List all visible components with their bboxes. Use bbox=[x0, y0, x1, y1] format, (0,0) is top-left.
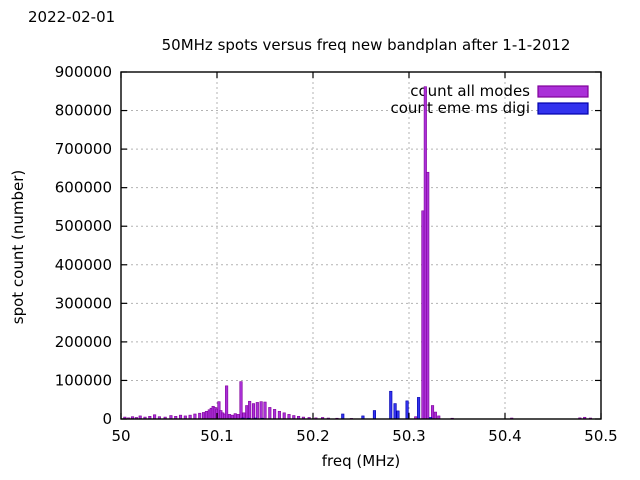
bar bbox=[405, 400, 409, 420]
y-tick-label: 300000 bbox=[55, 294, 112, 312]
bar bbox=[255, 402, 259, 420]
bar bbox=[233, 413, 237, 420]
bar bbox=[198, 412, 202, 420]
bar bbox=[251, 403, 256, 420]
y-tick-label: 600000 bbox=[55, 179, 112, 197]
bar bbox=[341, 413, 345, 420]
bar bbox=[239, 381, 243, 420]
bar bbox=[430, 405, 435, 420]
bar bbox=[372, 410, 376, 420]
bar bbox=[389, 390, 393, 420]
x-tick-label: 50.1 bbox=[200, 427, 233, 445]
bar bbox=[245, 405, 249, 420]
chart-title: 50MHz spots versus freq new bandplan aft… bbox=[161, 36, 571, 54]
x-tick-label: 50.4 bbox=[488, 427, 521, 445]
plot-frame bbox=[120, 71, 602, 420]
legend-swatch bbox=[537, 85, 589, 98]
bar bbox=[393, 403, 397, 420]
bar bbox=[268, 407, 272, 420]
legend-label: count all modes bbox=[410, 82, 530, 100]
bar bbox=[259, 401, 263, 420]
bar bbox=[282, 412, 286, 420]
bar bbox=[396, 410, 400, 420]
bar bbox=[204, 410, 208, 420]
bar bbox=[417, 397, 421, 420]
legend-swatch bbox=[537, 102, 589, 115]
bar bbox=[202, 412, 206, 420]
y-tick-label: 400000 bbox=[55, 256, 112, 274]
bar bbox=[277, 410, 281, 420]
x-tick-label: 50 bbox=[111, 427, 130, 445]
bar bbox=[426, 171, 430, 420]
legend-label: count eme ms digi bbox=[391, 99, 531, 117]
x-axis-label: freq (MHz) bbox=[321, 452, 401, 470]
y-tick-label: 800000 bbox=[55, 102, 112, 120]
x-tick-label: 50.5 bbox=[584, 427, 617, 445]
y-tick-label: 900000 bbox=[55, 63, 112, 81]
y-tick-label: 0 bbox=[102, 410, 112, 428]
x-tick-label: 50.3 bbox=[392, 427, 425, 445]
bar bbox=[263, 401, 267, 420]
y-tick-label: 200000 bbox=[55, 333, 112, 351]
y-tick-label: 700000 bbox=[55, 140, 112, 158]
bar bbox=[248, 400, 252, 420]
bar bbox=[273, 409, 277, 420]
bar bbox=[193, 413, 197, 420]
x-tick-label: 50.2 bbox=[296, 427, 329, 445]
y-axis-label: spot count (number) bbox=[9, 169, 27, 325]
bar bbox=[225, 385, 229, 420]
date-label: 2022-02-01 bbox=[28, 8, 116, 26]
y-tick-label: 100000 bbox=[55, 371, 112, 389]
y-tick-label: 500000 bbox=[55, 217, 112, 235]
bar bbox=[433, 411, 437, 420]
